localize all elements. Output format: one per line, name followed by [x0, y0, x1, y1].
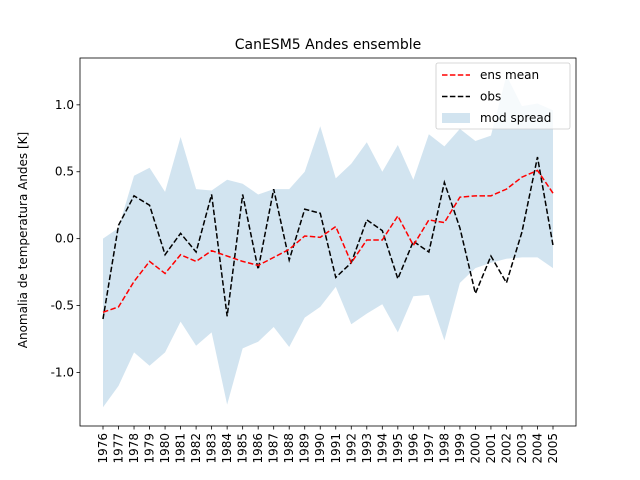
- x-tick-label: 2003: [515, 433, 529, 464]
- y-tick-label: -1.0: [51, 365, 74, 379]
- legend-item-mod-spread: mod spread: [442, 111, 551, 125]
- x-tick-label: 1984: [220, 433, 234, 464]
- x-tick-label: 1989: [298, 433, 312, 464]
- axes-frame: [79, 57, 577, 427]
- legend-label: ens mean: [480, 68, 539, 82]
- spread-band: [103, 75, 553, 408]
- x-tick-label: 1980: [158, 433, 172, 464]
- x-tick-label: 1986: [251, 433, 265, 464]
- x-tick-label: 1982: [189, 433, 203, 464]
- legend-label: mod spread: [480, 111, 551, 125]
- x-tick-label: 1976: [96, 433, 110, 464]
- legend: ens mean obs mod spread: [435, 62, 571, 130]
- legend-item-obs: obs: [442, 90, 501, 104]
- x-tick-label: 2005: [546, 433, 560, 464]
- legend-item-ens-mean: ens mean: [442, 68, 539, 82]
- y-tick-label: 1.0: [55, 98, 74, 112]
- plot-area: [102, 75, 554, 408]
- x-tick-label: 1990: [313, 433, 327, 464]
- x-tick-label: 1983: [205, 433, 219, 464]
- x-tick-label: 1992: [344, 433, 358, 464]
- chart-title: CanESM5 Andes ensemble: [235, 37, 422, 53]
- series-line-obs: [102, 156, 554, 320]
- x-tick-label: 1978: [127, 433, 141, 464]
- y-axis-label: Anomalia de temperatura Andes [K]: [16, 132, 30, 348]
- y-tick-label: 0.5: [55, 165, 74, 179]
- x-tick-label: 2001: [484, 433, 498, 464]
- x-tick-label: 1987: [267, 433, 281, 464]
- x-tick-label: 2000: [468, 433, 482, 464]
- y-tick-label: 0.0: [55, 232, 74, 246]
- x-tick-label: 1977: [112, 433, 126, 464]
- x-tick-label: 1991: [329, 433, 343, 464]
- x-tick-label: 1998: [437, 433, 451, 464]
- x-tick-label: 2004: [530, 433, 544, 464]
- x-tick-label: 1988: [282, 433, 296, 464]
- legend-box: [435, 62, 571, 130]
- x-tick-label: 1995: [391, 433, 405, 464]
- x-tick-label: 1981: [174, 433, 188, 464]
- legend-label: obs: [480, 90, 501, 104]
- x-tick-label: 1993: [360, 433, 374, 464]
- x-tick-label: 1985: [236, 433, 250, 464]
- x-tick-label: 2002: [499, 433, 513, 464]
- y-tick-label: -0.5: [51, 299, 74, 313]
- legend-patch: [442, 113, 470, 123]
- x-tick-label: 1996: [406, 433, 420, 464]
- x-tick-label: 1999: [453, 433, 467, 464]
- x-tick-label: 1979: [143, 433, 157, 464]
- x-tick-label: 1994: [375, 433, 389, 464]
- x-tick-label: 1997: [422, 433, 436, 464]
- series-line-ens-mean: [102, 169, 554, 313]
